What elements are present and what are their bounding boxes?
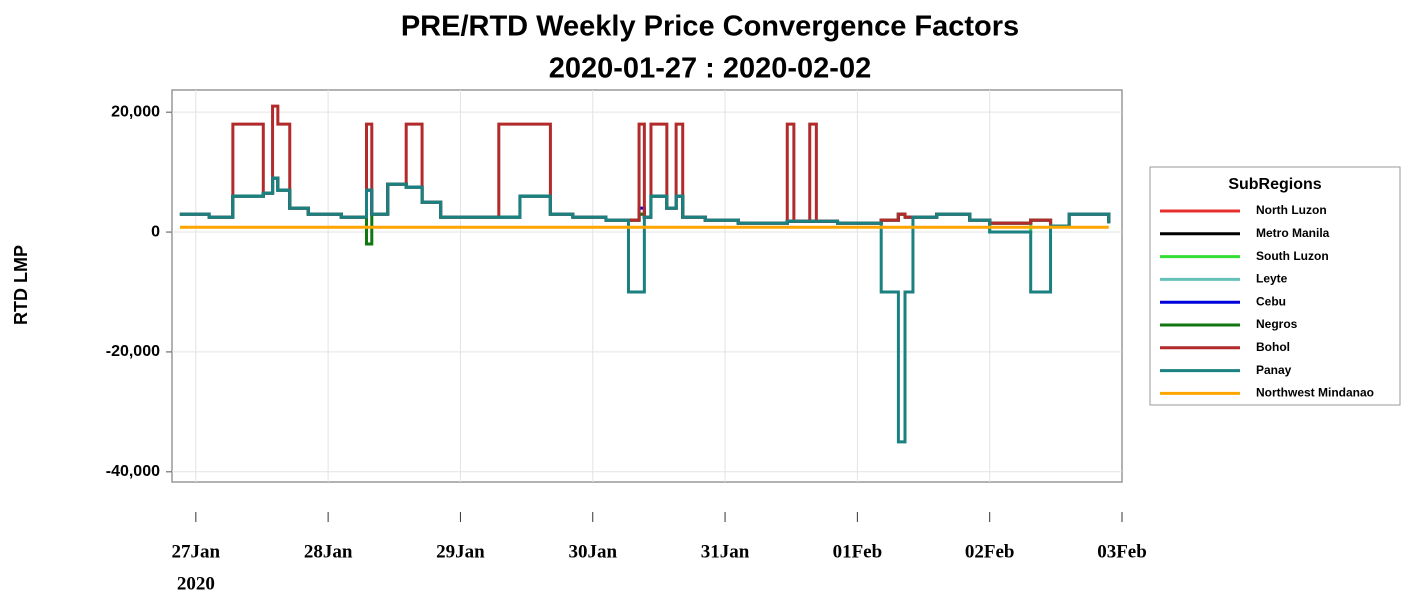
legend-label: Metro Manila [1256,226,1330,240]
x-tick-label: 30Jan [568,541,617,562]
x-tick-label: 29Jan [436,541,485,562]
y-tick-label: -20,000 [106,343,160,360]
x-tick-label: 03Feb [1097,541,1147,562]
y-tick-label: 0 [151,223,160,240]
y-tick-label: 20,000 [111,103,160,120]
x-year-label: 2020 [177,573,215,594]
chart-title: PRE/RTD Weekly Price Convergence Factors [401,11,1019,43]
legend-label: Panay [1256,363,1292,377]
y-tick-label: -40,000 [106,463,160,480]
legend-label: Bohol [1256,340,1290,354]
legend-label: South Luzon [1256,249,1329,263]
x-tick-label: 28Jan [304,541,353,562]
y-axis-label: RTD LMP [11,245,31,325]
x-tick-label: 02Feb [965,541,1015,562]
x-tick-label: 01Feb [833,541,883,562]
x-tick-label: 31Jan [701,541,750,562]
legend-label: Cebu [1256,294,1286,308]
legend-label: North Luzon [1256,203,1327,217]
series-line [179,104,1111,228]
legend-title: SubRegions [1228,176,1321,193]
legend-label: Northwest Mindanao [1256,386,1374,400]
legend-label: Leyte [1256,272,1288,286]
series-line [179,176,1111,444]
plot-frame [171,89,1123,483]
x-tick-label: 27Jan [172,541,221,562]
legend-label: Negros [1256,317,1298,331]
legend-box [1149,166,1401,406]
chart-subtitle: 2020-01-27 : 2020-02-02 [549,53,871,85]
